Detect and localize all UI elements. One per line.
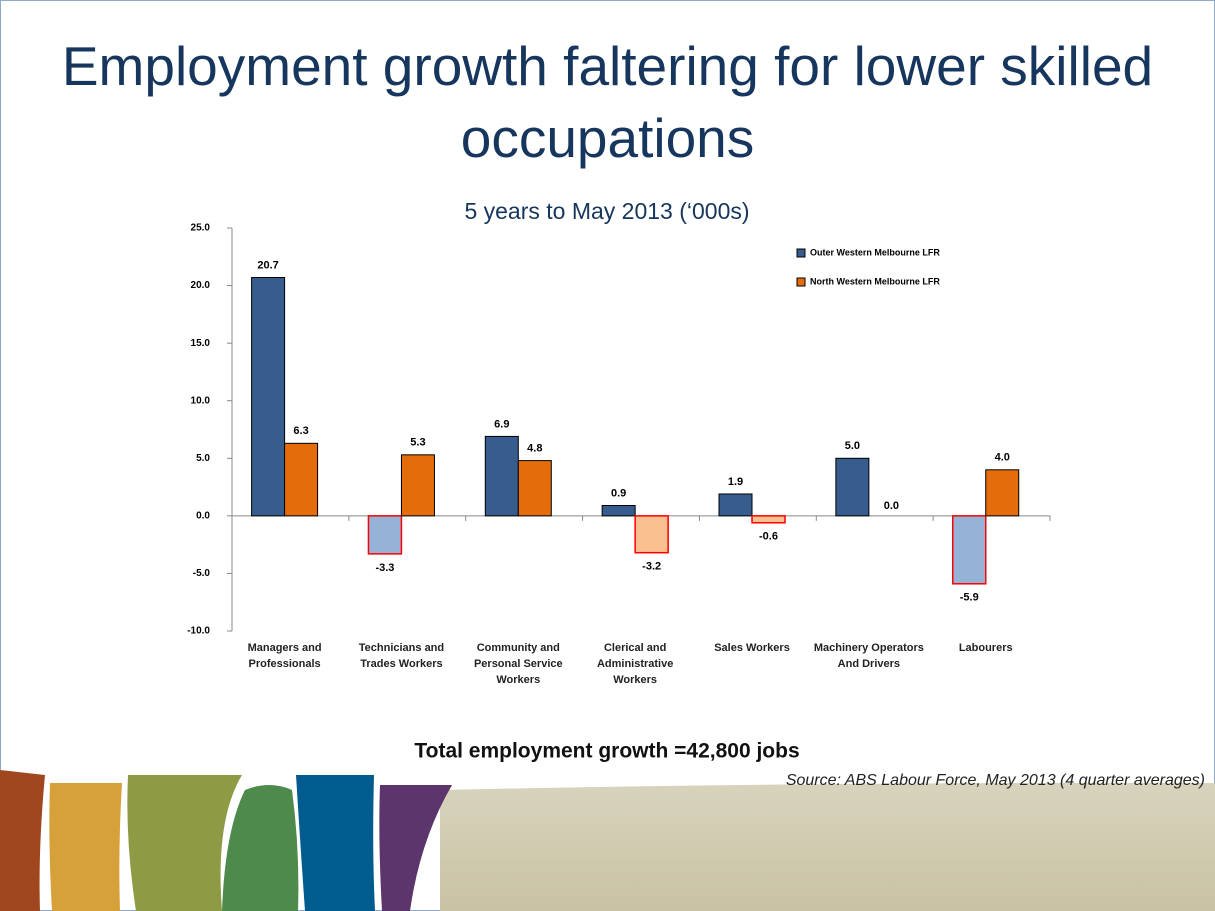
y-tick-label: 15.0 xyxy=(191,338,211,349)
bar xyxy=(602,505,635,515)
annotation: Total employment growth =42,800 jobs xyxy=(414,740,799,763)
bar xyxy=(485,436,518,515)
x-tick-label: Clerical and Administrative Workers xyxy=(579,640,691,688)
bar xyxy=(368,516,401,554)
deco xyxy=(49,783,122,911)
bar xyxy=(953,516,986,584)
bar xyxy=(752,516,785,523)
bar xyxy=(986,470,1019,516)
source: Source: ABS Labour Force, May 2013 (4 qu… xyxy=(786,772,1205,789)
value-label: 5.3 xyxy=(410,437,425,449)
value-label: 0.9 xyxy=(611,487,626,499)
y-tick-label: 5.0 xyxy=(196,453,210,464)
y-tick-label: -10.0 xyxy=(187,626,210,637)
x-tick-label: Managers and Professionals xyxy=(229,640,341,672)
value-label: -5.9 xyxy=(960,592,979,604)
y-tick-label: -5.0 xyxy=(193,568,211,579)
bar xyxy=(635,516,668,553)
y-tick-label: 0.0 xyxy=(196,510,210,521)
value-label: 4.8 xyxy=(527,442,542,454)
value-label: 6.3 xyxy=(293,425,308,437)
legend-swatch xyxy=(797,278,805,286)
value-label: 1.9 xyxy=(728,476,743,488)
value-label: -3.3 xyxy=(375,562,394,574)
bar xyxy=(401,455,434,516)
value-label: 5.0 xyxy=(845,440,860,452)
bar xyxy=(518,461,551,516)
footer-band xyxy=(440,783,1215,911)
value-label: 6.9 xyxy=(494,418,509,430)
y-tick-label: 25.0 xyxy=(191,223,211,234)
subtitle: 5 years to May 2013 (‘000s) xyxy=(464,198,749,224)
bar xyxy=(719,494,752,516)
bar xyxy=(836,458,869,516)
y-tick-label: 20.0 xyxy=(191,280,211,291)
chart-title: Employment growth faltering for lower sk… xyxy=(40,30,1175,174)
legend-label: North Western Melbourne LFR xyxy=(810,276,940,286)
legend-swatch xyxy=(797,249,805,257)
x-tick-label: Labourers xyxy=(930,640,1042,656)
value-label: 20.7 xyxy=(257,259,278,271)
value-label: -0.6 xyxy=(759,531,778,543)
x-tick-label: Machinery Operators And Drivers xyxy=(813,640,925,672)
legend-label: Outer Western Melbourne LFR xyxy=(810,247,940,257)
value-label: 0.0 xyxy=(884,500,899,512)
deco xyxy=(0,770,45,911)
slide: 5 years to May 2013 (‘000s) Total employ… xyxy=(0,0,1215,911)
bar xyxy=(285,443,318,516)
y-tick-label: 10.0 xyxy=(191,395,211,406)
deco xyxy=(222,785,298,911)
bar xyxy=(252,278,285,516)
x-tick-label: Community and Personal Service Workers xyxy=(462,640,574,688)
x-tick-label: Sales Workers xyxy=(696,640,808,656)
x-tick-label: Technicians and Trades Workers xyxy=(345,640,457,672)
value-label: -3.2 xyxy=(642,561,661,573)
value-label: 4.0 xyxy=(995,452,1010,464)
deco xyxy=(296,775,375,911)
